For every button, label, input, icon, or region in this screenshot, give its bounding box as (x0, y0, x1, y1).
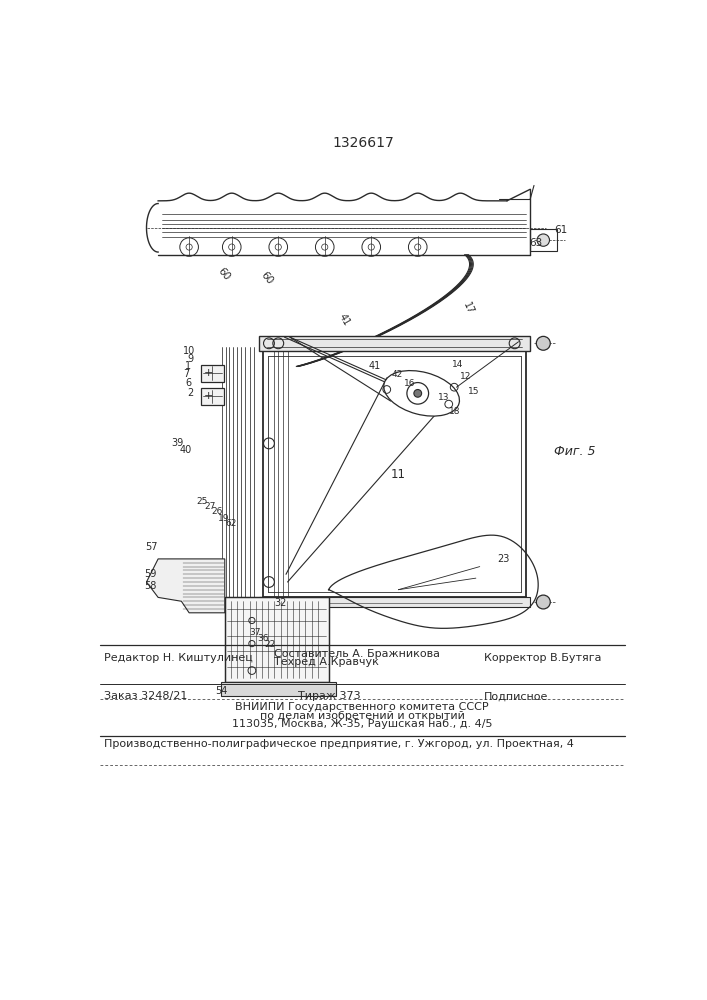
Text: Техред А.Кравчук: Техред А.Кравчук (274, 657, 379, 667)
Circle shape (537, 595, 550, 609)
Text: 61: 61 (554, 225, 568, 235)
Text: 1326617: 1326617 (332, 136, 395, 150)
Text: 17: 17 (461, 301, 475, 316)
Bar (225, 597, 329, 682)
Text: 2: 2 (187, 388, 194, 398)
Bar (259, 597, 530, 607)
Text: ВНИИПИ Государственного комитета СССР: ВНИИПИ Государственного комитета СССР (235, 702, 489, 712)
Text: Заказ 3248/21: Заказ 3248/21 (104, 691, 187, 701)
Bar (225, 597, 329, 682)
Text: Производственно-полиграфическое предприятие, г. Ужгород, ул. Проектная, 4: Производственно-полиграфическое предприя… (104, 739, 574, 749)
Text: 25: 25 (197, 497, 208, 506)
Text: 11: 11 (391, 468, 406, 481)
Bar (438, 386, 445, 392)
Circle shape (537, 234, 549, 246)
Text: 40: 40 (179, 445, 192, 455)
Bar (431, 401, 437, 407)
Text: 59: 59 (144, 569, 156, 579)
Text: 63: 63 (530, 238, 543, 248)
Bar (201, 388, 224, 405)
Text: Составитель А. Бражникова: Составитель А. Бражникова (274, 649, 440, 659)
Text: 12: 12 (460, 372, 472, 381)
Bar (530, 229, 557, 251)
Text: 1: 1 (185, 361, 192, 371)
Text: 41: 41 (369, 361, 381, 371)
Text: 41: 41 (337, 312, 351, 328)
Text: +: + (204, 391, 214, 401)
Text: 22: 22 (264, 640, 275, 649)
Text: 27: 27 (204, 502, 216, 511)
Text: Редактор Н. Киштулинец: Редактор Н. Киштулинец (104, 653, 252, 663)
Text: 10: 10 (183, 346, 195, 356)
Text: 19: 19 (218, 514, 230, 523)
Text: 23: 23 (497, 554, 509, 564)
Text: Фиг. 5: Фиг. 5 (554, 445, 596, 458)
Bar (259, 336, 530, 351)
Polygon shape (146, 559, 225, 613)
Text: 39: 39 (171, 438, 184, 448)
Text: 60: 60 (259, 270, 275, 286)
Ellipse shape (384, 371, 460, 416)
Text: 9: 9 (187, 354, 194, 364)
Text: 37: 37 (250, 628, 261, 637)
Text: +: + (204, 368, 214, 378)
Text: по делам изобретений и открытий: по делам изобретений и открытий (259, 711, 464, 721)
Circle shape (537, 336, 550, 350)
Text: 36: 36 (257, 634, 269, 643)
Text: Подписное: Подписное (484, 691, 548, 701)
Text: 60: 60 (216, 266, 232, 282)
Circle shape (414, 389, 421, 397)
Text: 57: 57 (146, 542, 158, 552)
Text: Корректор В.Бутяга: Корректор В.Бутяга (484, 653, 601, 663)
Text: 26: 26 (211, 507, 223, 516)
Text: 62: 62 (226, 519, 237, 528)
Text: 14: 14 (452, 360, 463, 369)
Text: 42: 42 (391, 370, 402, 379)
Text: 15: 15 (468, 387, 479, 396)
Text: 32: 32 (274, 598, 287, 608)
Bar (201, 365, 224, 382)
Text: 18: 18 (449, 407, 461, 416)
Text: 54: 54 (216, 686, 228, 696)
Text: 7: 7 (184, 369, 190, 379)
Text: 113035, Москва, Ж-35, Раушская наб., д. 4/5: 113035, Москва, Ж-35, Раушская наб., д. … (232, 719, 492, 729)
Text: 58: 58 (144, 581, 156, 591)
Text: 16: 16 (404, 379, 416, 388)
Text: Тираж 373: Тираж 373 (298, 691, 361, 701)
Text: 6: 6 (185, 378, 192, 388)
Bar (221, 682, 337, 696)
Text: 13: 13 (438, 393, 449, 402)
